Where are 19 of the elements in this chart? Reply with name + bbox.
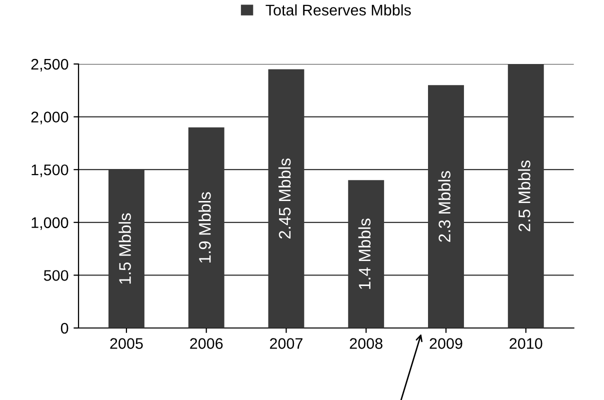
y-tick-label: 500	[44, 270, 68, 281]
annotation: 1.9 Mbbls	[198, 192, 211, 263]
x-tick-label: 2007	[270, 338, 302, 349]
x-tick-label: 2006	[190, 338, 223, 349]
annotation: 2.45 Mbbls	[278, 158, 291, 239]
x-tick-label: 2009	[430, 338, 462, 349]
annotation: 1.4 Mbbls	[358, 218, 371, 289]
y-tick-label: 2,000	[31, 112, 68, 124]
annotation: 1.5 Mbbls	[118, 213, 131, 284]
y-tick-label: 0	[60, 322, 68, 334]
x-tick-label: 2010	[510, 338, 542, 349]
annotation: 2.3 Mbbls	[438, 171, 450, 242]
legend-label: Total Reserves Mbbls	[266, 4, 411, 16]
y-tick-label: 2,500	[31, 58, 68, 72]
x-tick-label: 2005	[110, 338, 143, 349]
y-tick-label: 1,500	[32, 164, 68, 178]
y-tick-label: 1,000	[32, 217, 68, 230]
x-tick-label: 2008	[350, 338, 382, 349]
annotation: 2.5 Mbbls	[518, 160, 530, 232]
